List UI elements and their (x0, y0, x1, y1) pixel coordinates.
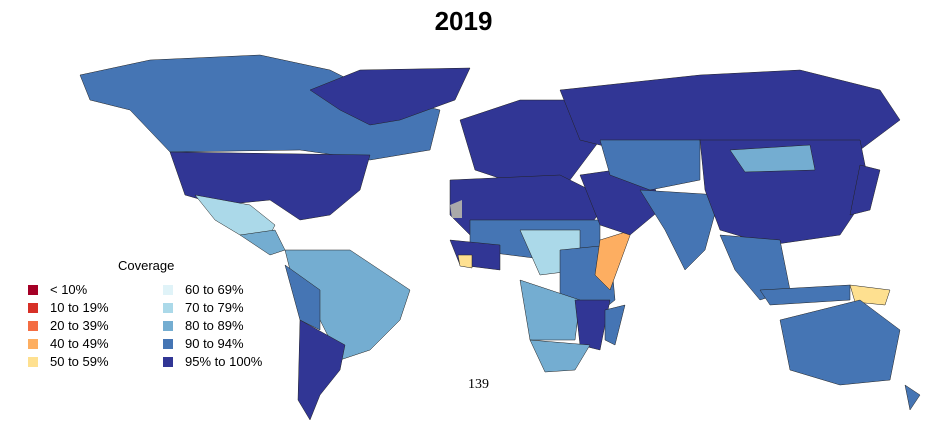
legend-item: 90 to 94% (163, 336, 244, 351)
legend-swatch (28, 338, 38, 349)
legend-swatch (163, 356, 173, 367)
legend-label: 10 to 19% (50, 300, 109, 315)
country-new-zealand (904, 384, 921, 411)
country-mongolia (729, 144, 816, 173)
country-greenland (309, 67, 471, 126)
country-russia (559, 69, 901, 151)
legend-item: 50 to 59% (28, 354, 109, 369)
legend-label: 50 to 59% (50, 354, 109, 369)
legend-label: 40 to 49% (50, 336, 109, 351)
legend-label: 90 to 94% (185, 336, 244, 351)
legend-label: 80 to 89% (185, 318, 244, 333)
country-liberia (457, 254, 473, 269)
country-australia (779, 299, 901, 386)
country-southern-africa (529, 339, 591, 373)
country-usa (169, 151, 371, 221)
legend-item: 80 to 89% (163, 318, 244, 333)
legend-swatch (28, 284, 38, 295)
legend-label: 70 to 79% (185, 300, 244, 315)
legend-swatch (163, 338, 173, 349)
country-southern-cone (297, 319, 346, 421)
country-no-data (450, 200, 462, 218)
country-indonesia (759, 284, 851, 306)
country-south-central-africa (519, 279, 581, 341)
legend-swatch (28, 356, 38, 367)
legend-swatch (163, 320, 173, 331)
legend-swatch (163, 284, 173, 295)
legend-item: 20 to 39% (28, 318, 109, 333)
country-somalia (594, 229, 633, 291)
legend-item: 95% to 100% (163, 354, 262, 369)
legend-label: < 10% (50, 282, 88, 297)
page-number: 139 (468, 377, 489, 392)
country-west-africa (449, 239, 501, 271)
legend-item: 10 to 19% (28, 300, 109, 315)
legend-swatch (163, 302, 173, 313)
legend-item: 40 to 49% (28, 336, 109, 351)
legend-item: 60 to 69% (163, 282, 244, 297)
legend-swatch (28, 320, 38, 331)
legend-label: 95% to 100% (185, 354, 263, 369)
legend-label: 60 to 69% (185, 282, 244, 297)
country-south-asia (639, 189, 721, 271)
country-central-asia (599, 139, 701, 191)
legend-item: 70 to 79% (163, 300, 244, 315)
map-title: 2019 (434, 6, 493, 36)
legend-swatch (28, 302, 38, 313)
country-andes (284, 264, 321, 331)
legend-label: 20 to 39% (50, 318, 109, 333)
country-madagascar (604, 304, 626, 346)
legend-item: < 10% (28, 282, 87, 297)
legend-title: Coverage (118, 258, 175, 273)
country-southeast-africa (574, 299, 611, 351)
country-europe (459, 99, 601, 186)
country-japan (849, 164, 881, 216)
